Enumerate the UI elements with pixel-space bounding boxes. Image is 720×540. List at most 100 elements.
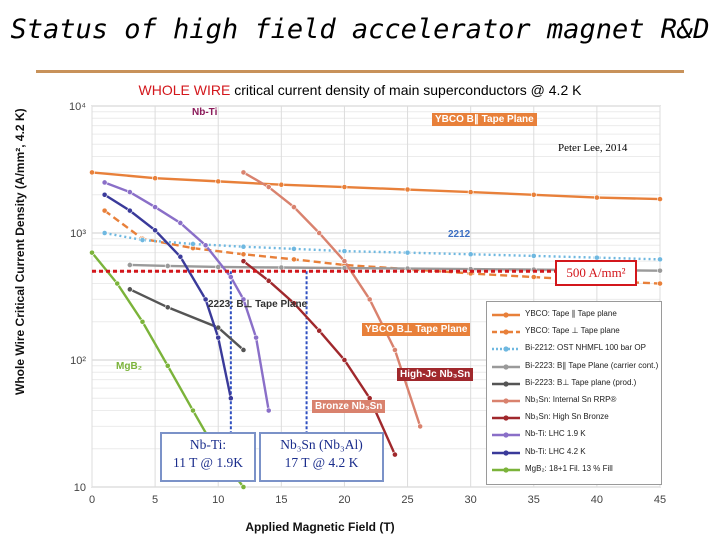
- subtitle-rest: critical current density of main superco…: [230, 82, 582, 98]
- legend-label: Nb-Ti: LHC 4.2 K: [525, 446, 586, 456]
- legend-swatch: [492, 329, 520, 335]
- y-tick-label: 10⁴: [69, 101, 86, 113]
- legend-label: Nb-Ti: LHC 1.9 K: [525, 429, 586, 439]
- callout-nb3sn-line-1: Nb₃Sn (Nb₃Al): [280, 437, 363, 452]
- callout-nbti: Nb-Ti: 11 T @ 1.9K: [160, 432, 256, 482]
- series-point: [139, 318, 146, 325]
- series-point: [316, 230, 323, 236]
- y-axis-label: Whole Wire Critical Current Density (A/m…: [13, 108, 27, 395]
- series-point: [152, 204, 159, 210]
- callout-nbti-line-2: 11 T @ 1.9K: [173, 455, 243, 470]
- legend-item: YBCO: Tape ⊥ Tape plane: [491, 325, 659, 339]
- legend-swatch: [492, 312, 520, 318]
- legend-label: Nb₃Sn: High Sn Bronze: [525, 412, 609, 422]
- series-point: [404, 186, 411, 193]
- series-point: [215, 178, 222, 185]
- legend-swatch-marker: [503, 398, 509, 404]
- series-point: [341, 357, 348, 363]
- legend-swatch: [492, 398, 520, 404]
- legend-swatch: [492, 415, 520, 421]
- series-point: [341, 248, 348, 255]
- series-point: [89, 169, 95, 176]
- series-point: [366, 296, 373, 303]
- chart-annotation: YBCO B∥ Tape Plane: [432, 113, 537, 126]
- legend-swatch: [492, 449, 520, 456]
- legend-swatch: [492, 381, 520, 387]
- series-point: [404, 249, 411, 256]
- slide-title: Status of high field accelerator magnet …: [10, 14, 710, 45]
- y-tick-label: 10³: [70, 228, 86, 240]
- legend-label: Bi-2223: B⊥ Tape plane (prod.): [525, 377, 637, 387]
- x-tick-label: 15: [275, 494, 287, 506]
- legend-swatch-marker: [503, 467, 509, 473]
- legend-swatch-marker: [503, 312, 509, 318]
- series-point: [657, 256, 663, 263]
- series-point: [530, 191, 537, 198]
- chart-annotation: MgB₂: [116, 361, 143, 372]
- legend-swatch-marker: [503, 432, 509, 438]
- series-point: [202, 296, 209, 303]
- series-point: [101, 207, 108, 214]
- series-point: [253, 334, 259, 341]
- legend-swatch-marker: [503, 415, 509, 421]
- legend-swatch: [492, 432, 520, 438]
- series-point: [265, 184, 272, 190]
- y-tick-label: 10²: [70, 355, 86, 367]
- series-point: [316, 327, 323, 334]
- x-tick-label: 5: [152, 494, 158, 506]
- series-point: [152, 175, 159, 182]
- chart-annotation: Nb-Ti: [192, 107, 218, 118]
- x-tick-label: 20: [338, 494, 350, 506]
- legend-swatch-marker: [503, 363, 509, 370]
- series-point: [215, 334, 222, 341]
- series-point: [467, 251, 474, 258]
- series-point: [291, 256, 297, 263]
- legend-label: MgB₂: 18+1 Fil. 13 % Fill: [525, 463, 613, 473]
- series-point: [227, 274, 234, 280]
- legend-item: Nb₃Sn: Internal Sn RRP®: [491, 394, 659, 408]
- series-line-4: [129, 288, 245, 351]
- series-point: [177, 220, 184, 226]
- legend-item: YBCO: Tape ∥ Tape plane: [491, 308, 659, 322]
- legend-item: MgB₂: 18+1 Fil. 13 % Fill: [491, 463, 659, 477]
- legend-item: Nb-Ti: LHC 4.2 K: [491, 446, 659, 460]
- series-point: [530, 274, 537, 280]
- series-point: [278, 181, 285, 188]
- series-point: [291, 245, 297, 252]
- series-point: [593, 194, 600, 201]
- series-point: [164, 362, 171, 369]
- series-point: [240, 258, 247, 265]
- series-point: [101, 179, 108, 186]
- series-point: [126, 286, 133, 293]
- x-tick-label: 0: [89, 494, 95, 506]
- x-tick-label: 40: [591, 494, 603, 506]
- series-point: [126, 262, 133, 268]
- x-tick-label: 30: [465, 494, 477, 506]
- series-point: [291, 300, 297, 307]
- series-point: [215, 264, 222, 270]
- chart-subtitle: WHOLE WIRE critical current density of m…: [0, 82, 720, 98]
- series-point: [417, 423, 424, 430]
- series-point: [126, 189, 133, 195]
- legend-label: YBCO: Tape ∥ Tape plane: [525, 309, 617, 318]
- legend-item: Bi-2223: B⊥ Tape plane (prod.): [491, 377, 659, 391]
- legend-swatch: [492, 467, 520, 473]
- series-line-1: [103, 209, 661, 285]
- series-line-5: [242, 171, 422, 427]
- legend-item: Bi-2212: OST NHMFL 100 bar OP: [491, 342, 659, 356]
- y-tick-label: 10: [74, 482, 86, 494]
- series-point: [530, 253, 537, 259]
- chart-annotation: YBCO B⊥ Tape Plane: [362, 323, 471, 336]
- series-point: [657, 280, 663, 287]
- legend-swatch-marker: [503, 381, 509, 387]
- legend-swatch-marker: [503, 329, 509, 335]
- series-point: [341, 258, 348, 265]
- legend-label: YBCO: Tape ⊥ Tape plane: [525, 326, 620, 336]
- series-point: [227, 395, 234, 402]
- x-axis-label: Applied Magnetic Field (T): [245, 520, 395, 534]
- series-point: [240, 251, 247, 258]
- threshold-label: 500 A/mm²: [555, 260, 637, 286]
- series-point: [467, 189, 474, 195]
- callout-nb3sn: Nb₃Sn (Nb₃Al) 17 T @ 4.2 K: [259, 432, 384, 482]
- series-point: [240, 296, 247, 303]
